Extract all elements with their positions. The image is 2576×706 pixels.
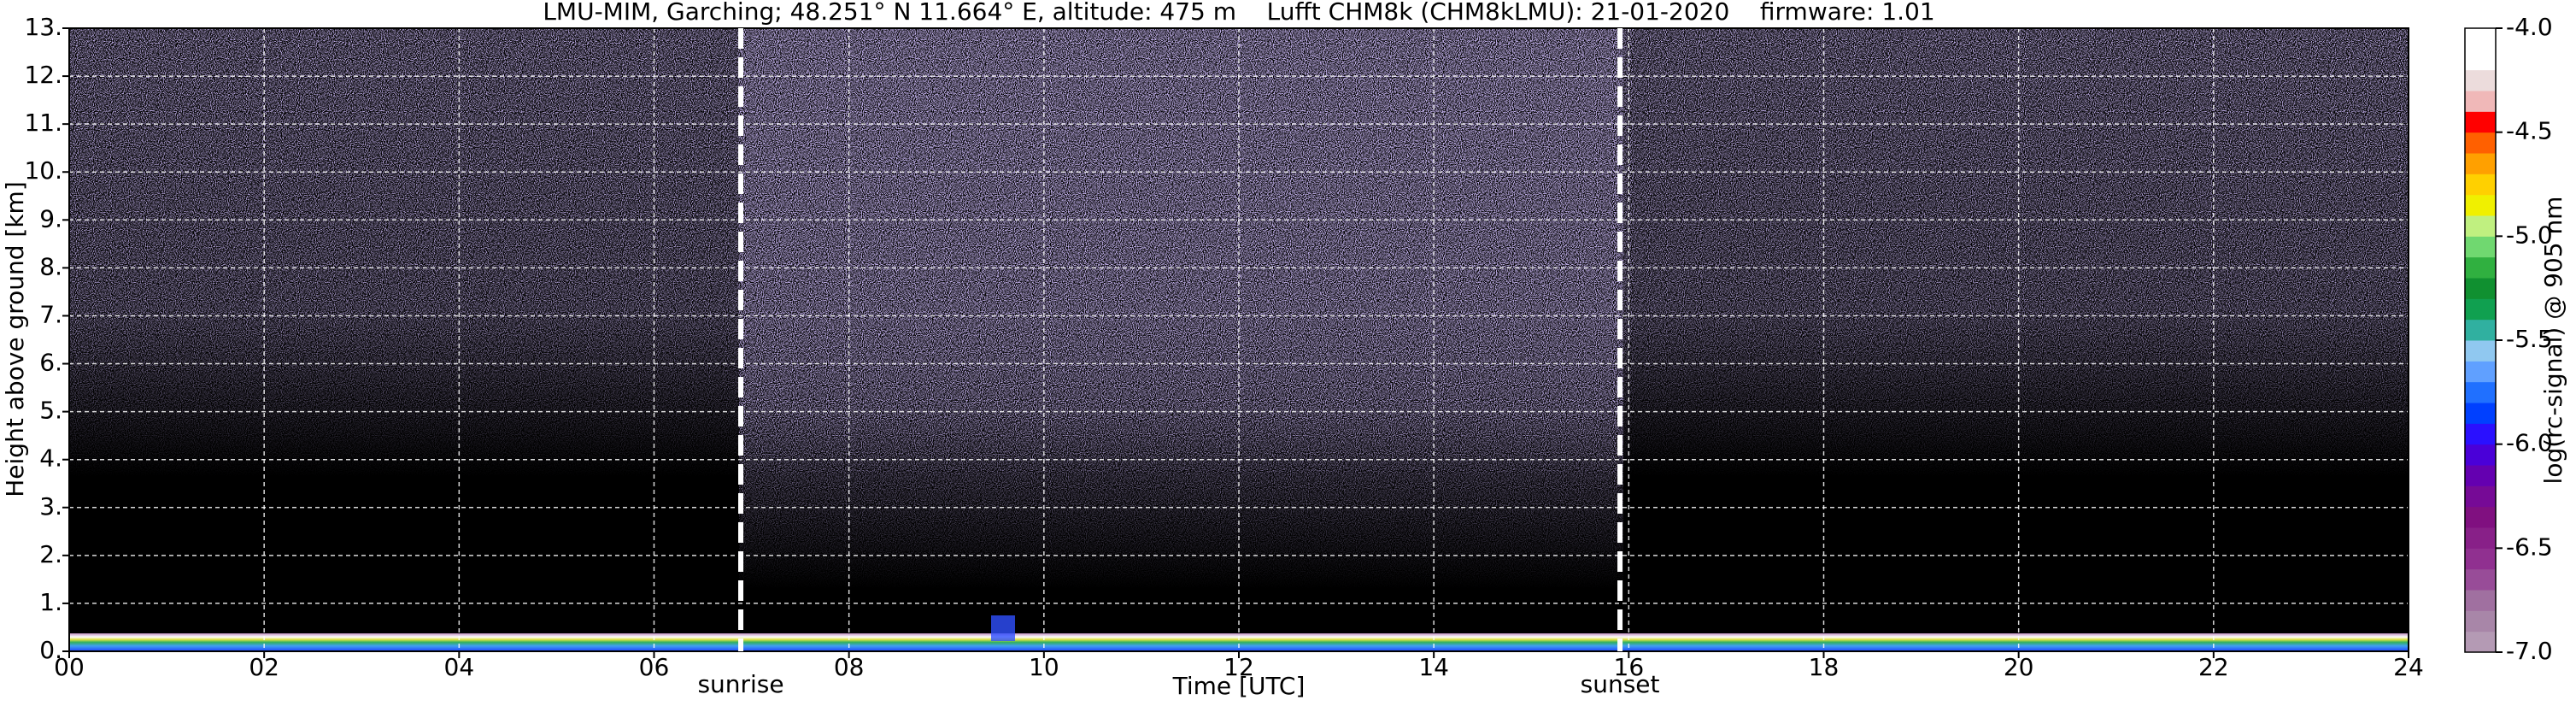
colorbar-segment [2465,256,2496,279]
x-axis-label: Time [UTC] [1172,672,1306,700]
colorbar-segment [2465,340,2496,362]
y-tick-label: 5. [39,397,62,425]
x-tick-label: 10 [1029,653,1059,681]
y-tick-label: 13. [24,13,62,41]
x-tick-label: 14 [1418,653,1449,681]
annotation-label: sunset [1581,670,1660,698]
y-tick-label: 0. [39,636,62,664]
colorbar-tick-label: -4.5 [2506,117,2553,145]
colorbar-segment [2465,485,2496,508]
y-tick-label: 8. [39,252,62,280]
colorbar-segment [2465,91,2496,112]
colorbar-segment [2465,49,2496,71]
colorbar-tick-label: -5.5 [2506,325,2553,353]
colorbar-segment [2465,381,2496,403]
colorbar-segment [2465,568,2496,591]
colorbar-segment [2465,298,2496,321]
colorbar-segment [2465,403,2496,424]
colorbar-segment [2465,215,2496,237]
x-tick-label: 04 [444,653,475,681]
colorbar-tick-label: -4.0 [2506,13,2553,41]
y-tick-label: 4. [39,444,62,473]
colorbar-segment [2465,548,2496,570]
colorbar-segment [2465,631,2496,653]
colorbar-segment [2465,194,2496,216]
colorbar-segment [2465,444,2496,466]
annotation-label: sunrise [697,670,783,698]
x-tick-label: 20 [2004,653,2034,681]
y-tick-label: 12. [24,61,62,89]
x-tick-label: 12 [1223,653,1254,681]
colorbar-segment [2465,590,2496,611]
colorbar-segment [2465,527,2496,549]
colorbar-segment [2465,132,2496,154]
colorbar-tick-label: -7.0 [2506,637,2553,665]
colorbar-segment [2465,28,2496,50]
colorbar-segment [2465,278,2496,299]
x-tick-label: 22 [2198,653,2229,681]
colorbar-segment [2465,153,2496,174]
y-axis-label: Height above ground [km] [1,181,29,497]
y-tick-label: 7. [39,300,62,328]
y-tick-label: 3. [39,492,62,521]
y-tick-label: 6. [39,349,62,377]
x-tick-label: 18 [1809,653,1840,681]
y-tick-label: 11. [24,109,62,137]
colorbar-tick-label: -6.5 [2506,532,2553,561]
x-tick-label: 24 [2393,653,2424,681]
colorbar-segment [2465,111,2496,133]
colorbar-segment [2465,423,2496,445]
colorbar-tick-label: -5.0 [2506,221,2553,249]
y-tick-label: 10. [24,156,62,185]
colorbar-segment [2465,319,2496,341]
y-tick-label: 9. [39,204,62,232]
x-tick-label: 02 [249,653,279,681]
x-tick-label: 00 [54,653,85,681]
x-tick-label: 16 [1614,653,1645,681]
y-tick-label: 2. [39,540,62,568]
x-tick-label: 06 [639,653,670,681]
colorbar-segment [2465,69,2496,91]
colorbar-tick-label: -6.0 [2506,429,2553,457]
x-tick-label: 08 [834,653,865,681]
colorbar-segment [2465,506,2496,528]
colorbar-segment [2465,174,2496,196]
colorbar-segment [2465,236,2496,258]
chart-title: LMU-MIM, Garching; 48.251° N 11.664° E, … [543,0,1934,26]
colorbar-segment [2465,361,2496,383]
y-tick-label: 1. [39,588,62,616]
colorbar-label: log(rc-signal) @ 905 nm [2539,197,2567,485]
colorbar-segment [2465,465,2496,486]
colorbar-segment [2465,610,2496,632]
